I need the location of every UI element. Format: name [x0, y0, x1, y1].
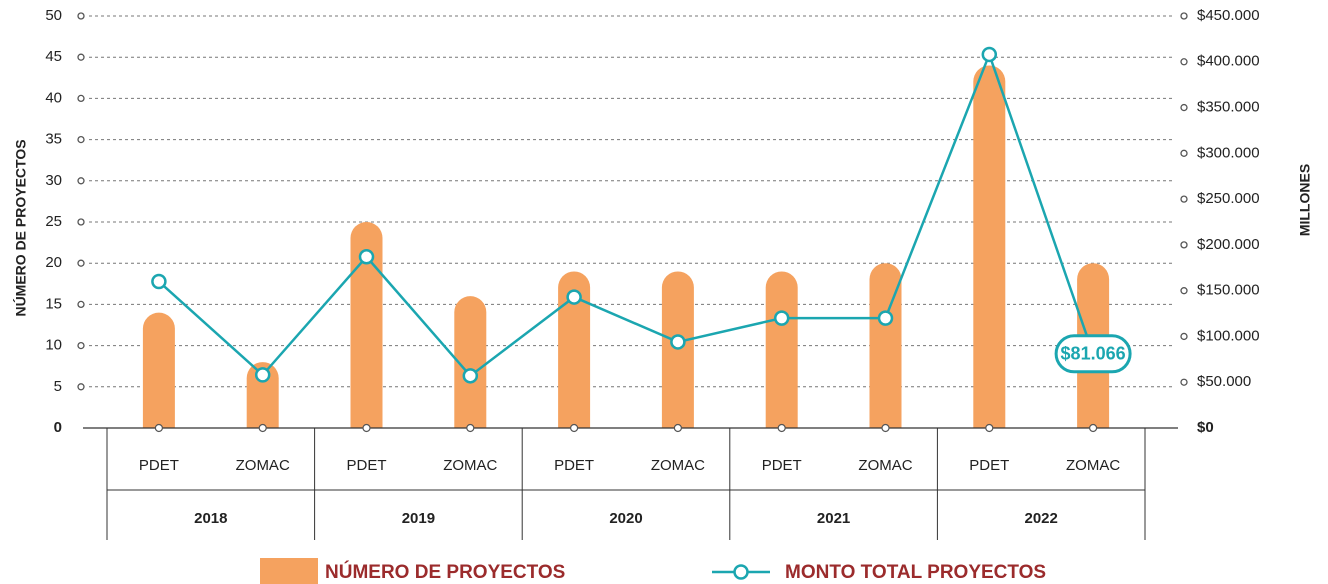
base-marker	[881, 423, 890, 433]
y-tick-marker	[77, 177, 85, 185]
y-tick-label: 0	[54, 419, 62, 436]
base-marker	[466, 423, 475, 433]
y-tick-label: 5	[54, 378, 62, 395]
y-tick-label: 25	[45, 213, 62, 230]
y-tick-marker	[77, 12, 85, 20]
y2-tick-label: $0	[1197, 419, 1214, 436]
legend-marker	[733, 564, 749, 580]
x-tick-label: ZOMAC	[236, 457, 290, 474]
base-marker	[985, 423, 994, 433]
y2-tick-marker	[1180, 195, 1188, 203]
group-label: 2019	[402, 510, 435, 527]
x-tick-label: ZOMAC	[858, 457, 912, 474]
y-tick-label: 20	[45, 254, 62, 271]
y2-tick-label: $450.000	[1197, 7, 1260, 24]
y2-tick-label: $400.000	[1197, 53, 1260, 70]
y2-tick-marker	[1180, 149, 1188, 157]
bar	[142, 312, 175, 428]
x-tick-label: PDET	[139, 457, 179, 474]
group-label: 2018	[194, 510, 227, 527]
base-marker	[569, 423, 579, 433]
y2-tick-marker	[1180, 12, 1188, 20]
y-tick-marker	[77, 218, 85, 226]
y-tick-label: 10	[45, 337, 62, 354]
y-tick-marker	[77, 300, 85, 309]
y2-tick-marker	[1180, 241, 1188, 249]
base-marker	[154, 423, 163, 433]
bar	[558, 271, 591, 428]
x-tick-label: PDET	[554, 457, 594, 474]
bar	[454, 296, 487, 428]
line-point	[877, 310, 894, 326]
y-tick-marker	[77, 383, 85, 391]
bar	[765, 271, 798, 428]
y2-tick-marker	[1180, 378, 1188, 386]
y2-tick-label: $300.000	[1197, 144, 1260, 161]
y-tick-marker	[77, 259, 85, 267]
y-axis-label: NÚMERO DE PROYECTOS	[12, 139, 29, 316]
group-label: 2022	[1025, 510, 1058, 527]
line	[158, 50, 1095, 378]
y2-tick-label: $350.000	[1197, 99, 1260, 116]
y-tick-marker	[77, 53, 85, 61]
group-label: 2020	[609, 510, 642, 527]
base-marker	[1088, 423, 1098, 433]
y2-tick-label: $150.000	[1197, 282, 1260, 299]
base-marker	[362, 423, 371, 433]
legend-label: MONTO TOTAL PROYECTOS	[785, 562, 1046, 583]
line-point	[151, 273, 167, 290]
base-marker	[258, 423, 267, 433]
y2-tick-marker	[1180, 287, 1188, 295]
x-tick-label: PDET	[969, 457, 1009, 474]
bar	[350, 222, 383, 428]
line-point	[462, 368, 479, 384]
y-tick-label: 15	[45, 295, 62, 312]
legend-swatch	[260, 558, 318, 584]
y2-tick-label: $100.000	[1197, 327, 1260, 344]
y-tick-label: 50	[45, 7, 62, 24]
line-point	[566, 289, 582, 305]
y-tick-label: 45	[45, 48, 62, 65]
x-tick-label: ZOMAC	[443, 457, 497, 474]
y-tick-label: 30	[45, 172, 62, 189]
y2-tick-marker	[1180, 332, 1188, 341]
y2-axis-label: MILLONES	[1297, 164, 1313, 236]
base-marker	[777, 423, 786, 433]
bar	[869, 263, 902, 428]
y-tick-marker	[77, 341, 85, 350]
y2-tick-label: $50.000	[1197, 373, 1251, 390]
base-marker	[673, 423, 683, 433]
y-tick-label: 40	[45, 89, 62, 106]
line-point	[773, 310, 790, 326]
bar	[973, 65, 1006, 428]
x-tick-label: ZOMAC	[651, 457, 705, 474]
group-label: 2021	[817, 510, 850, 527]
line-point	[670, 334, 686, 350]
bar	[246, 362, 279, 428]
x-tick-label: PDET	[346, 457, 386, 474]
y2-tick-label: $200.000	[1197, 236, 1260, 253]
legend-label: NÚMERO DE PROYECTOS	[325, 561, 565, 583]
line-point	[981, 46, 998, 63]
y2-tick-marker	[1180, 58, 1188, 66]
y2-tick-marker	[1180, 103, 1188, 112]
y2-tick-label: $250.000	[1197, 190, 1260, 207]
y-tick-marker	[77, 94, 85, 103]
data-label: $81.066	[1061, 344, 1126, 364]
bar	[661, 271, 694, 428]
y-tick-marker	[77, 135, 85, 144]
y-tick-label: 35	[45, 131, 62, 148]
data-label-box	[1054, 334, 1132, 374]
line-point	[358, 249, 375, 265]
line-point	[254, 367, 271, 383]
x-tick-label: PDET	[762, 457, 802, 474]
x-tick-label: ZOMAC	[1066, 457, 1120, 474]
